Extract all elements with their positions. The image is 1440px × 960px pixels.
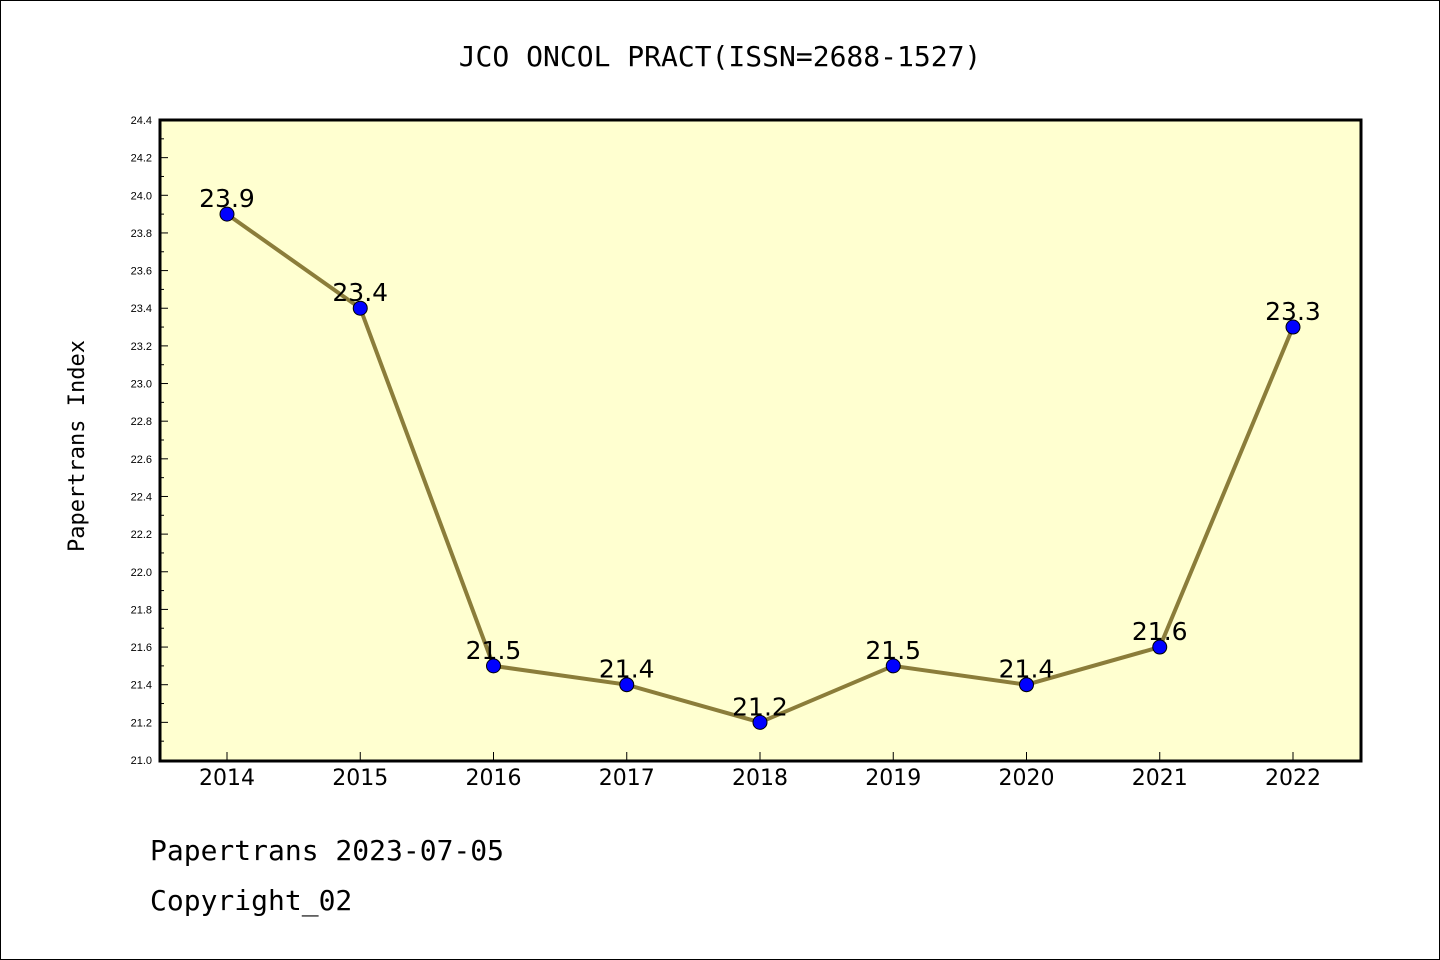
data-markers	[219, 206, 1301, 730]
y-tick-label: 21.2	[131, 717, 152, 729]
data-point-marker	[352, 300, 368, 316]
y-tick-label: 22.2	[131, 529, 152, 541]
y-tick-label: 22.4	[131, 491, 152, 503]
data-point-marker	[752, 714, 768, 730]
x-tick-label: 2020	[999, 766, 1055, 791]
x-tick-label: 2018	[732, 766, 788, 791]
y-tick-label: 22.8	[131, 416, 152, 428]
data-point-marker	[1285, 319, 1301, 335]
y-axis: 21.0 21.2 21.4 21.6 21.8 22.0 22.2 22.4 22.6 22.8…	[131, 115, 168, 767]
chart-title: JCO ONCOL PRACT(ISSN=2688-1527)	[459, 40, 982, 73]
y-tick-label: 21.6	[131, 642, 152, 654]
data-point-label: 21.5	[865, 636, 921, 665]
data-point-marker	[885, 658, 901, 674]
x-tick-label: 2019	[865, 766, 921, 791]
y-tick-label: 21.4	[131, 680, 152, 692]
y-tick-label: 22.6	[131, 454, 152, 466]
data-point-label: 21.5	[466, 636, 522, 665]
data-point-label: 21.4	[999, 655, 1055, 684]
y-tick-label: 23.0	[131, 379, 152, 391]
data-point-marker	[1019, 677, 1034, 693]
y-axis-label: Papertrans Index	[65, 340, 90, 552]
plot-area	[158, 118, 1363, 763]
x-tick-label: 2017	[599, 766, 655, 791]
footer-date: Papertrans 2023-07-05	[150, 834, 505, 867]
data-point-label: 23.4	[332, 278, 388, 307]
data-point-label: 23.9	[199, 184, 255, 213]
data-point-marker	[1152, 639, 1168, 655]
y-tick-label: 23.4	[131, 303, 152, 315]
data-point-marker	[486, 658, 501, 674]
data-point-label: 23.3	[1265, 297, 1321, 326]
data-labels: 23.9 23.4 21.5 21.4 21.2 21.5 21.4 21.6 23.3	[199, 184, 1321, 721]
x-tick-label: 2015	[332, 766, 388, 791]
y-tick-label: 23.6	[131, 266, 152, 278]
footer-copyright: Copyright_02	[150, 884, 353, 917]
x-tick-label: 2016	[466, 766, 522, 791]
y-tick-label: 24.2	[131, 153, 152, 165]
x-axis: 2014 2015 2016 2017 2018 2019 2020 2021 2022	[199, 752, 1321, 791]
y-tick-label: 21.8	[131, 604, 152, 616]
y-tick-label: 24.4	[131, 115, 152, 127]
data-point-label: 21.6	[1132, 617, 1188, 646]
data-point-marker	[619, 677, 635, 693]
data-point-marker	[219, 206, 235, 222]
y-tick-label: 21.0	[131, 755, 152, 767]
data-point-label: 21.4	[599, 655, 655, 684]
y-tick-label: 23.2	[131, 341, 152, 353]
x-tick-label: 2021	[1132, 766, 1188, 791]
x-tick-label: 2014	[199, 766, 255, 791]
x-tick-label: 2022	[1265, 766, 1321, 791]
y-tick-label: 24.0	[131, 190, 152, 202]
data-point-label: 21.2	[732, 692, 788, 721]
y-tick-label: 23.8	[131, 228, 152, 240]
y-tick-label: 22.0	[131, 567, 152, 579]
